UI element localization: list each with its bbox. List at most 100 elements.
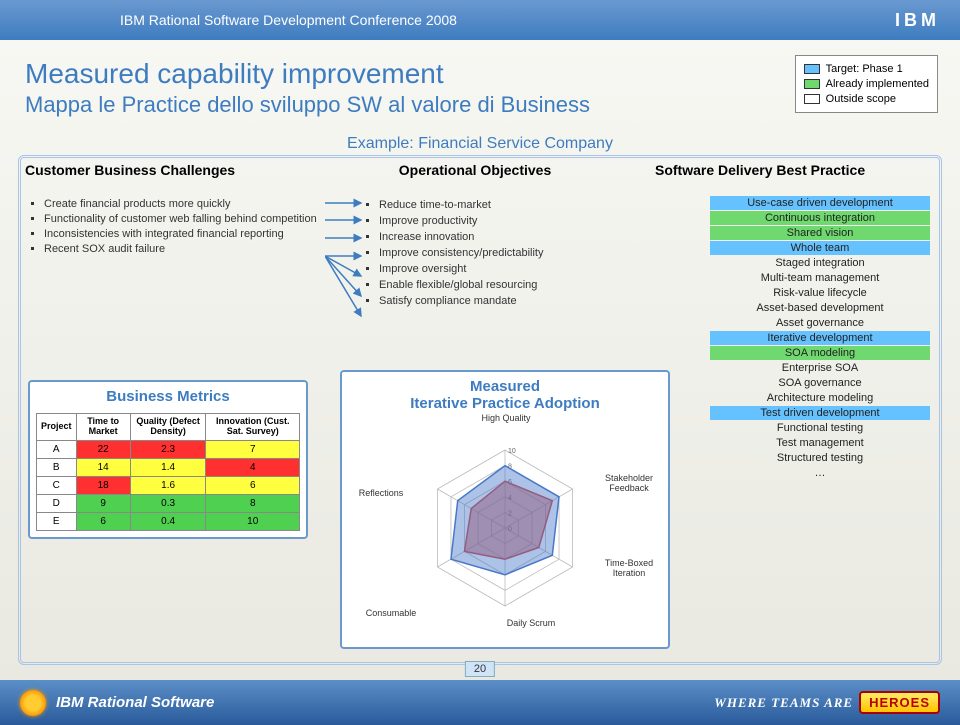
practice-item: Structured testing xyxy=(710,451,930,465)
metrics-box: Business Metrics ProjectTime to MarketQu… xyxy=(28,380,308,539)
objective-item: Improve consistency/predictability xyxy=(379,247,605,259)
metrics-cell: B xyxy=(37,458,77,476)
metrics-cell: 6 xyxy=(76,512,130,530)
ibm-logo: IBM xyxy=(895,10,940,31)
challenge-item: Inconsistencies with integrated financia… xyxy=(44,228,330,240)
objective-item: Satisfy compliance mandate xyxy=(379,295,605,307)
metrics-cell: E xyxy=(37,512,77,530)
metrics-header: Project xyxy=(37,414,77,441)
svg-text:10: 10 xyxy=(508,448,516,455)
legend-swatch xyxy=(804,94,820,104)
practice-item: SOA governance xyxy=(710,376,930,390)
metrics-cell: 1.6 xyxy=(130,476,206,494)
radar-axis-label: Daily Scrum xyxy=(496,618,566,628)
heroes-badge: HEROES xyxy=(859,691,940,714)
column-headings: Customer Business Challenges Operational… xyxy=(25,162,938,178)
practices-list: Use-case driven developmentContinuous in… xyxy=(710,195,930,481)
practice-item: Multi-team management xyxy=(710,271,930,285)
metrics-header: Innovation (Cust. Sat. Survey) xyxy=(206,414,300,441)
challenges-list: Create financial products more quickly Fu… xyxy=(30,195,330,258)
table-row: A222.37 xyxy=(37,440,300,458)
practice-item: Architecture modeling xyxy=(710,391,930,405)
legend-swatch xyxy=(804,64,820,74)
legend-swatch xyxy=(804,79,820,89)
radar-title: MeasuredIterative Practice Adoption xyxy=(346,378,664,413)
table-row: D90.38 xyxy=(37,494,300,512)
challenge-item: Create financial products more quickly xyxy=(44,198,330,210)
conference-title: IBM Rational Software Development Confer… xyxy=(120,12,457,28)
slide-title: Measured capability improvement Mappa le… xyxy=(25,58,590,118)
radar-axis-label: Reflections xyxy=(346,488,416,498)
col-head-challenges: Customer Business Challenges xyxy=(25,162,325,178)
title-line-2: Mappa le Practice dello sviluppo SW al v… xyxy=(25,92,590,118)
practice-item: Iterative development xyxy=(710,331,930,345)
radar-axis-label: Stakeholder Feedback xyxy=(594,473,664,493)
objective-item: Enable flexible/global resourcing xyxy=(379,279,605,291)
col-head-practices: Software Delivery Best Practice xyxy=(655,162,938,178)
metrics-table: ProjectTime to MarketQuality (Defect Den… xyxy=(36,413,300,531)
title-line-1: Measured capability improvement xyxy=(25,58,590,90)
radar-axis-label: Consumable xyxy=(356,608,426,618)
challenge-item: Recent SOX audit failure xyxy=(44,243,330,255)
objective-item: Increase innovation xyxy=(379,231,605,243)
metrics-header: Quality (Defect Density) xyxy=(130,414,206,441)
practice-item: Whole team xyxy=(710,241,930,255)
footer-tagline: WHERE TEAMS ARE HEROES xyxy=(714,691,940,714)
practice-item: Shared vision xyxy=(710,226,930,240)
radar-axis-label: Time-Boxed Iteration xyxy=(594,558,664,578)
table-row: E60.410 xyxy=(37,512,300,530)
practice-item: Staged integration xyxy=(710,256,930,270)
radar-box: MeasuredIterative Practice Adoption 1086… xyxy=(340,370,670,649)
practice-item: Continuous integration xyxy=(710,211,930,225)
practice-item: Functional testing xyxy=(710,421,930,435)
metrics-cell: 9 xyxy=(76,494,130,512)
metrics-cell: 7 xyxy=(206,440,300,458)
spark-icon xyxy=(20,690,46,716)
metrics-header: Time to Market xyxy=(76,414,130,441)
metrics-cell: C xyxy=(37,476,77,494)
metrics-cell: 4 xyxy=(206,458,300,476)
metrics-cell: 14 xyxy=(76,458,130,476)
metrics-cell: A xyxy=(37,440,77,458)
metrics-cell: 6 xyxy=(206,476,300,494)
metrics-title: Business Metrics xyxy=(36,388,300,405)
practice-item: Risk-value lifecycle xyxy=(710,286,930,300)
objectives-list: Reduce time-to-marketImprove productivit… xyxy=(365,195,605,311)
metrics-cell: 1.4 xyxy=(130,458,206,476)
practice-item: Asset-based development xyxy=(710,301,930,315)
metrics-cell: 22 xyxy=(76,440,130,458)
metrics-cell: 10 xyxy=(206,512,300,530)
metrics-cell: 0.3 xyxy=(130,494,206,512)
radar-chart: 1086420High QualityStakeholder FeedbackT… xyxy=(346,413,664,643)
challenge-item: Functionality of customer web falling be… xyxy=(44,213,330,225)
page-number: 20 xyxy=(465,661,495,677)
practice-item: SOA modeling xyxy=(710,346,930,360)
metrics-cell: 2.3 xyxy=(130,440,206,458)
footer-brand: IBM Rational Software xyxy=(56,694,214,711)
legend-label: Already implemented xyxy=(826,78,929,90)
legend-box: Target: Phase 1 Already implemented Outsid… xyxy=(795,55,938,113)
col-head-objectives: Operational Objectives xyxy=(315,162,635,178)
metrics-cell: 18 xyxy=(76,476,130,494)
legend-item: Already implemented xyxy=(804,78,929,90)
header-bar: IBM Rational Software Development Confer… xyxy=(0,0,960,40)
objective-item: Improve oversight xyxy=(379,263,605,275)
legend-item: Outside scope xyxy=(804,93,929,105)
practice-item: Enterprise SOA xyxy=(710,361,930,375)
metrics-cell: 0.4 xyxy=(130,512,206,530)
table-row: B141.44 xyxy=(37,458,300,476)
practice-item: Use-case driven development xyxy=(710,196,930,210)
radar-axis-label: High Quality xyxy=(476,413,536,423)
metrics-cell: 8 xyxy=(206,494,300,512)
practice-item: Test management xyxy=(710,436,930,450)
footer-bar: IBM Rational Software WHERE TEAMS ARE HE… xyxy=(0,680,960,725)
legend-item: Target: Phase 1 xyxy=(804,63,929,75)
table-row: C181.66 xyxy=(37,476,300,494)
example-subtitle: Example: Financial Service Company xyxy=(0,135,960,153)
legend-label: Outside scope xyxy=(826,93,896,105)
metrics-cell: D xyxy=(37,494,77,512)
objective-item: Improve productivity xyxy=(379,215,605,227)
practice-item: … xyxy=(710,466,930,480)
practice-item: Asset governance xyxy=(710,316,930,330)
legend-label: Target: Phase 1 xyxy=(826,63,903,75)
